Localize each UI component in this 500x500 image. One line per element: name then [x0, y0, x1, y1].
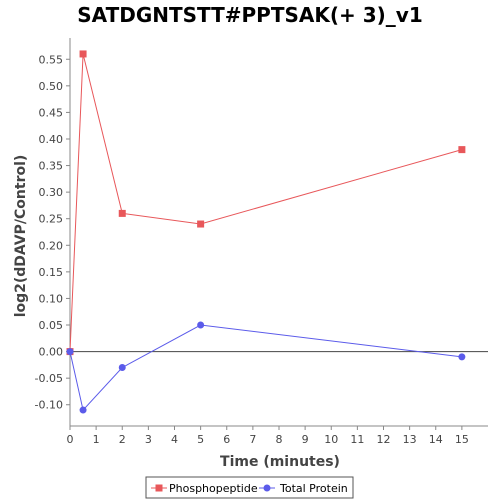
x-axis-ticks: 0 1 2 3 4 5 6 7 8 9 10 11 12 13 14 15: [67, 426, 469, 446]
x-tick-label: 10: [324, 433, 338, 446]
x-tick-label: 0: [67, 433, 74, 446]
data-point-total-protein: [66, 348, 74, 356]
legend-total-protein-label: Total Protein: [279, 482, 348, 495]
legend-item-phosphopeptide: Phosphopeptide: [151, 482, 258, 495]
data-point-phosphopeptide: [79, 50, 87, 58]
data-point-phosphopeptide: [197, 220, 205, 228]
x-tick-label: 6: [223, 433, 230, 446]
x-tick-label: 15: [455, 433, 469, 446]
y-tick-label: 0.50: [39, 80, 64, 93]
legend: Phosphopeptide Total Protein: [145, 476, 354, 499]
legend-phosphopeptide-label: Phosphopeptide: [169, 482, 258, 495]
x-tick-label: 3: [145, 433, 152, 446]
y-tick-label: 0.45: [39, 106, 64, 119]
x-tick-label: 14: [429, 433, 443, 446]
plot-background: [70, 38, 488, 426]
y-tick-label: -0.05: [35, 372, 63, 385]
x-tick-label: 7: [249, 433, 256, 446]
legend-total-protein-marker: [263, 484, 271, 492]
y-tick-label: 0.05: [39, 319, 64, 332]
y-tick-label: 0.25: [39, 213, 64, 226]
legend-item-total-protein: Total Protein: [259, 482, 348, 495]
series-layer: [66, 50, 466, 414]
x-tick-label: 5: [197, 433, 204, 446]
data-point-total-protein: [197, 321, 205, 329]
x-axis-title: Time (minutes): [220, 454, 340, 470]
x-tick-label: 4: [171, 433, 178, 446]
y-tick-label: 0.10: [39, 292, 64, 305]
y-tick-label: 0.40: [39, 133, 64, 146]
x-tick-label: 2: [119, 433, 126, 446]
data-point-phosphopeptide: [118, 209, 126, 217]
x-tick-label: 1: [93, 433, 100, 446]
data-point-total-protein: [118, 364, 126, 372]
y-tick-label: 0.55: [39, 53, 64, 66]
x-tick-label: 11: [350, 433, 364, 446]
plot-area: [69, 38, 488, 427]
data-point-phosphopeptide: [458, 146, 466, 154]
y-tick-label: 0.15: [39, 266, 64, 279]
y-tick-label: 0.20: [39, 239, 64, 252]
data-point-total-protein: [458, 353, 466, 361]
y-tick-label: 0.30: [39, 186, 64, 199]
data-point-total-protein: [79, 406, 87, 414]
chart-title: SATDGNTSTT#PPTSAK(+ 3)_v1: [77, 3, 423, 27]
series-total-protein: [66, 321, 466, 414]
y-tick-label: 0.00: [39, 346, 64, 359]
legend-box: [145, 476, 354, 499]
x-tick-label: 12: [377, 433, 391, 446]
y-axis-ticks: -0.10 -0.05 0.00 0.05 0.10 0.15 0.20 0.25 0.30 0.…: [35, 53, 70, 412]
x-tick-label: 13: [403, 433, 417, 446]
x-tick-label: 8: [276, 433, 283, 446]
legend-phosphopeptide-marker: [155, 484, 163, 492]
y-axis-title: log2(dDAVP/Control): [13, 155, 29, 318]
y-tick-label: 0.35: [39, 160, 64, 173]
y-tick-label: -0.10: [35, 399, 63, 412]
x-tick-label: 9: [302, 433, 309, 446]
